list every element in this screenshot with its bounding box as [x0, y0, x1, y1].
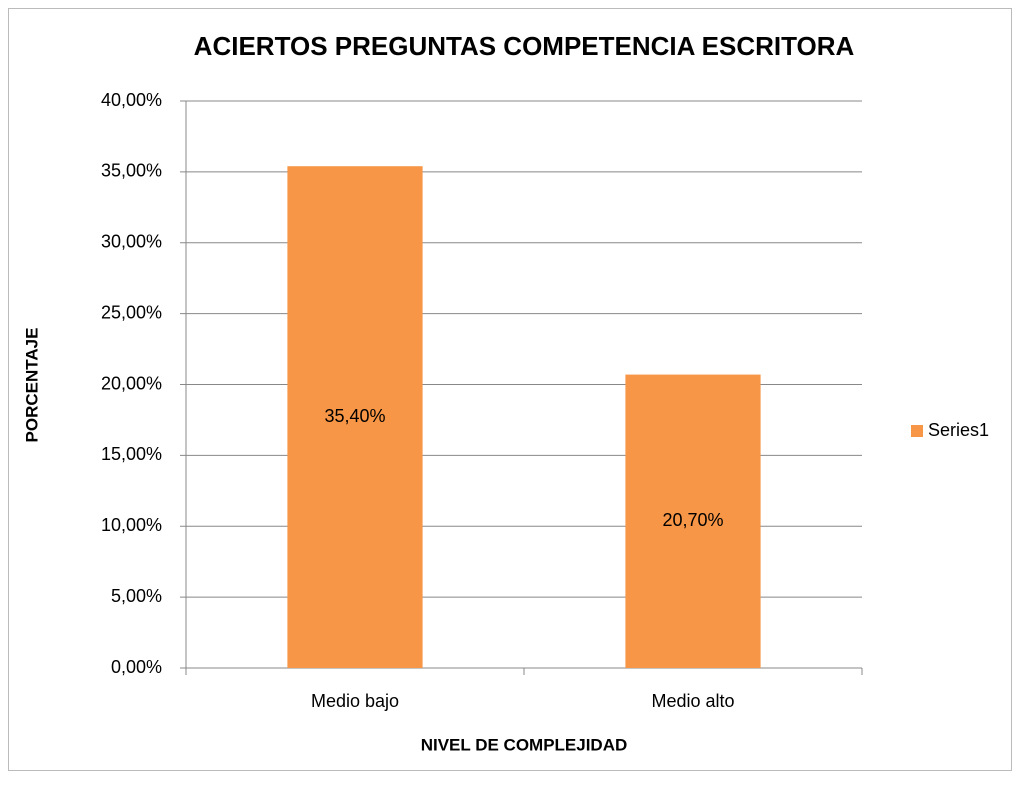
y-tick-label: 15,00% [101, 444, 162, 464]
x-tick-label: Medio bajo [311, 691, 399, 711]
chart-title: ACIERTOS PREGUNTAS COMPETENCIA ESCRITORA [194, 31, 855, 61]
x-tick-label: Medio alto [651, 691, 734, 711]
legend-label: Series1 [928, 420, 989, 440]
legend-swatch [911, 425, 923, 437]
y-tick-label: 25,00% [101, 302, 162, 322]
y-tick-label: 0,00% [111, 657, 162, 677]
data-label: 20,70% [662, 510, 723, 530]
y-tick-label: 30,00% [101, 232, 162, 252]
y-tick-label: 35,00% [101, 161, 162, 181]
y-tick-label: 40,00% [101, 90, 162, 110]
y-tick-label: 5,00% [111, 586, 162, 606]
chart-border [8, 8, 1012, 771]
bar [287, 166, 423, 668]
data-label: 35,40% [324, 406, 385, 426]
bar [625, 374, 761, 668]
y-axis-label: PORCENTAJE [22, 328, 41, 443]
x-axis-label: NIVEL DE COMPLEJIDAD [421, 735, 628, 754]
y-tick-label: 10,00% [101, 515, 162, 535]
y-tick-label: 20,00% [101, 373, 162, 393]
